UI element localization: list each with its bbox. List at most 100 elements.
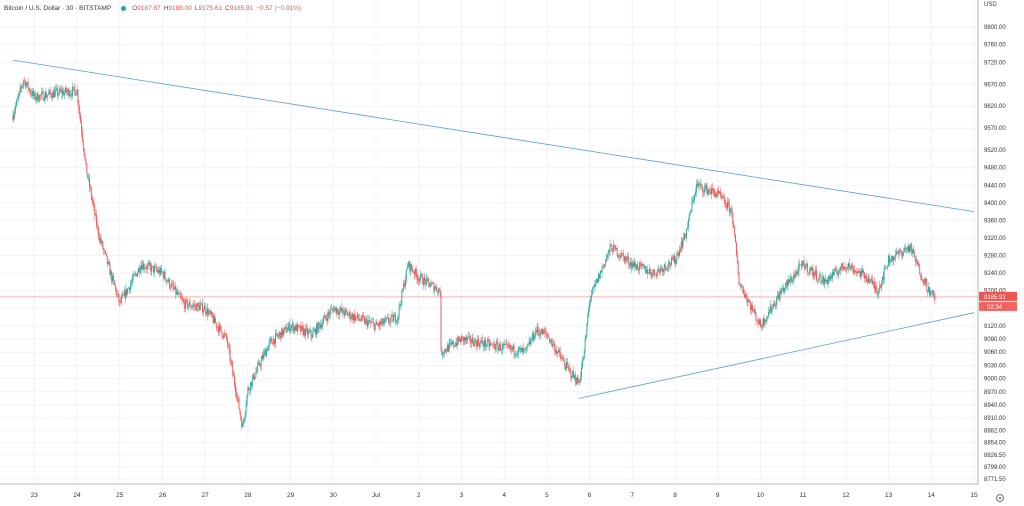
candle <box>15 102 17 115</box>
candle <box>662 265 664 276</box>
candle <box>51 92 53 102</box>
candle <box>614 244 615 250</box>
candle <box>481 336 483 345</box>
price-axis[interactable]: 9800.00 9760.00 9720.00 9670.00 9620.00 9570.… <box>984 25 1006 483</box>
candle <box>18 90 20 99</box>
trendline[interactable] <box>578 312 975 399</box>
candle <box>648 263 650 275</box>
y-tick-label: 9620.00 <box>984 104 1006 110</box>
candle <box>334 307 336 311</box>
candle <box>304 328 306 338</box>
candle <box>516 351 518 358</box>
last-price-tag: 9185.91 <box>979 291 1017 301</box>
candle <box>381 318 383 327</box>
candle <box>660 264 662 275</box>
candle <box>695 187 696 198</box>
candle <box>452 339 454 349</box>
candle <box>288 322 290 331</box>
currency-label[interactable]: USD <box>984 2 997 8</box>
candle <box>414 267 416 279</box>
candle <box>860 267 862 282</box>
grid-lines <box>0 0 979 485</box>
symbol-title[interactable]: Bitcoin / U.S. Dollar · 30 · BITSTAMP <box>4 4 112 12</box>
candle <box>300 325 302 332</box>
candle <box>788 279 790 285</box>
y-tick-label: 8799.00 <box>984 465 1006 471</box>
candle <box>278 331 280 340</box>
candle <box>899 247 901 252</box>
trendline[interactable] <box>12 59 975 213</box>
candle <box>730 206 732 214</box>
candle <box>573 366 575 379</box>
candle <box>301 321 303 331</box>
candle <box>723 195 725 203</box>
candle <box>370 320 372 328</box>
candle <box>473 341 475 348</box>
candle <box>839 266 841 274</box>
candle <box>380 317 382 326</box>
settings-icon[interactable] <box>996 494 1004 502</box>
candle <box>552 342 554 351</box>
candle <box>249 388 251 394</box>
candle <box>913 245 914 255</box>
candle <box>921 272 922 281</box>
candle <box>171 279 173 285</box>
candle <box>661 265 663 271</box>
candle <box>821 280 823 285</box>
candle <box>646 265 648 279</box>
candle <box>634 258 636 268</box>
candle <box>362 312 364 322</box>
candle <box>667 264 669 272</box>
candle <box>509 342 510 351</box>
candle <box>42 90 44 101</box>
candle <box>677 249 679 256</box>
candle <box>25 81 27 89</box>
candle <box>498 345 500 352</box>
candle <box>64 89 66 100</box>
candle <box>121 292 122 307</box>
candle <box>841 263 843 272</box>
candle <box>289 318 291 335</box>
candle <box>479 337 481 349</box>
candle <box>485 344 487 351</box>
candle <box>407 261 409 270</box>
candle <box>14 106 16 119</box>
candle <box>35 96 37 104</box>
y-tick-label: 9320.00 <box>984 236 1006 242</box>
candle <box>391 310 393 317</box>
candle <box>633 257 635 272</box>
candle <box>501 341 503 355</box>
candle <box>704 182 706 193</box>
candle <box>173 282 175 291</box>
candle <box>138 263 140 278</box>
candle <box>635 262 637 271</box>
candle <box>26 81 28 87</box>
y-tick-label: 9400.00 <box>984 201 1006 207</box>
candle <box>816 265 817 283</box>
candle <box>612 247 614 256</box>
candle <box>912 248 914 258</box>
candle <box>845 266 847 272</box>
candle <box>606 253 608 261</box>
candle <box>885 264 887 270</box>
candle <box>864 275 866 284</box>
candle <box>636 263 638 272</box>
candle <box>182 296 184 303</box>
candle <box>803 256 805 268</box>
candle <box>415 265 417 277</box>
candle <box>428 282 430 288</box>
candle <box>220 326 222 333</box>
candle <box>515 350 517 358</box>
candle <box>929 286 930 298</box>
time-axis[interactable]: 23 24 25 26 27 28 29 30 Jul 2 3 4 5 6 7 8 9 10 11 12 13 14 15 <box>31 492 978 499</box>
trendlines[interactable] <box>12 59 975 399</box>
candle <box>366 314 368 330</box>
candle <box>225 333 227 336</box>
candle <box>411 262 413 272</box>
candle <box>517 346 519 359</box>
candle <box>497 338 499 354</box>
y-tick-label: 9800.00 <box>984 25 1006 31</box>
candle <box>919 264 921 275</box>
candle <box>861 267 863 277</box>
